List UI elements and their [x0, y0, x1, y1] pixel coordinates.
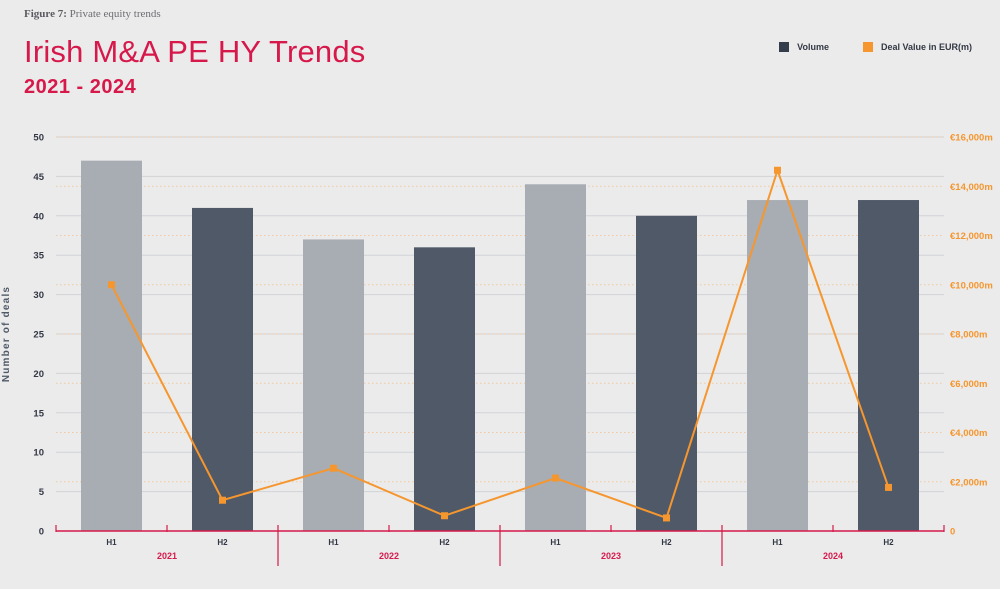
y2-tick-label: €12,000m [950, 231, 993, 242]
y2-tick-label: €6,000m [950, 379, 988, 390]
y-tick-label: 35 [33, 251, 44, 262]
chart-legend: Volume Deal Value in EUR(m) [779, 42, 972, 52]
figure-caption: Private equity trends [69, 8, 161, 20]
y-tick-label: 30 [33, 290, 44, 301]
y-tick-label: 50 [33, 133, 44, 144]
legend-item-volume: Volume [779, 42, 829, 52]
legend-label-volume: Volume [797, 42, 829, 52]
y2-tick-label: €14,000m [950, 182, 993, 193]
y-tick-label: 45 [33, 172, 44, 183]
point-deal-value [219, 496, 226, 504]
y2-tick-label: 0 [950, 527, 955, 538]
y-axis-label: Number of deals [1, 286, 12, 382]
x-tick-label: H1 [328, 538, 339, 547]
bar-volume [303, 239, 364, 531]
bar-volume [747, 200, 808, 532]
bar-volume [81, 160, 142, 531]
legend-swatch-volume [779, 42, 790, 52]
figure-label: Figure 7: Private equity trends [24, 8, 161, 20]
bar-volume [858, 200, 919, 532]
bar-volume [414, 247, 475, 531]
bar-volume [192, 207, 253, 532]
y-tick-label: 10 [33, 448, 44, 459]
x-tick-label: H2 [883, 538, 894, 547]
legend-item-deal-value: Deal Value in EUR(m) [862, 42, 972, 52]
bar-volume [636, 215, 697, 532]
x-tick-label: H2 [661, 538, 672, 547]
x-tick-label: H1 [106, 538, 117, 547]
y2-tick-label: €4,000m [950, 428, 988, 439]
x-group-label: 2022 [379, 551, 399, 561]
point-deal-value [774, 166, 781, 174]
chart-subtitle: 2021 - 2024 [24, 76, 137, 98]
y2-tick-label: €10,000m [950, 280, 993, 291]
point-deal-value [663, 514, 670, 522]
y2-tick-label: €8,000m [950, 330, 988, 341]
point-deal-value [441, 512, 448, 520]
legend-swatch-deal-value [862, 42, 873, 52]
y-tick-label: 40 [33, 211, 44, 222]
y-tick-label: 25 [33, 330, 44, 341]
x-tick-label: H2 [439, 538, 450, 547]
y-tick-label: 15 [33, 408, 44, 419]
y2-tick-label: €16,000m [950, 133, 993, 144]
x-tick-label: H1 [772, 538, 783, 547]
x-group-label: 2023 [601, 551, 621, 561]
point-deal-value [108, 281, 115, 289]
x-tick-label: H2 [217, 538, 228, 547]
point-deal-value [330, 464, 337, 472]
y-tick-label: 5 [39, 487, 45, 498]
chart-title: Irish M&A PE HY Trends [24, 34, 366, 69]
y-tick-label: 0 [39, 527, 44, 538]
x-group-label: 2021 [157, 551, 177, 561]
y2-tick-label: €2,000m [950, 477, 988, 488]
x-tick-label: H1 [550, 538, 561, 547]
figure-number: Figure 7: [24, 8, 67, 20]
point-deal-value [552, 474, 559, 482]
x-group-label: 2024 [823, 551, 843, 561]
point-deal-value [885, 483, 892, 491]
line-deal-value [110, 169, 890, 519]
bar-volume [525, 184, 586, 531]
y-tick-label: 20 [33, 369, 44, 380]
legend-label-deal-value: Deal Value in EUR(m) [880, 42, 972, 52]
